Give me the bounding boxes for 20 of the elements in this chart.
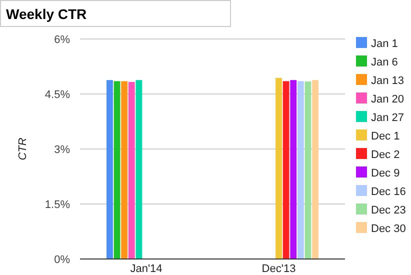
y-tick-label: 3% xyxy=(54,144,70,156)
legend-label: Dec 30 xyxy=(371,223,406,235)
x-tick-label: Jan'14 xyxy=(130,263,162,275)
y-tick-label: 4.5% xyxy=(44,89,70,101)
legend-label: Jan 20 xyxy=(371,94,404,106)
legend-label: Jan 6 xyxy=(371,56,398,68)
legend-label: Dec 1 xyxy=(371,130,400,142)
legend-label: Dec 23 xyxy=(371,204,406,216)
legend-label: Dec 9 xyxy=(371,168,400,180)
legend-label: Dec 2 xyxy=(371,149,400,161)
y-tick-label: 0% xyxy=(54,254,70,266)
y-tick-label: 1.5% xyxy=(44,199,70,211)
legend-label: Jan 1 xyxy=(371,38,398,50)
chart-title: Weekly CTR xyxy=(6,6,87,22)
legend-label: Dec 16 xyxy=(371,186,406,198)
x-tick-label: Dec'13 xyxy=(262,263,296,275)
y-axis-title: CTR xyxy=(17,138,29,160)
legend-label: Jan 27 xyxy=(371,112,404,124)
legend-label: Jan 13 xyxy=(371,75,404,87)
y-tick-label: 6% xyxy=(54,34,70,46)
